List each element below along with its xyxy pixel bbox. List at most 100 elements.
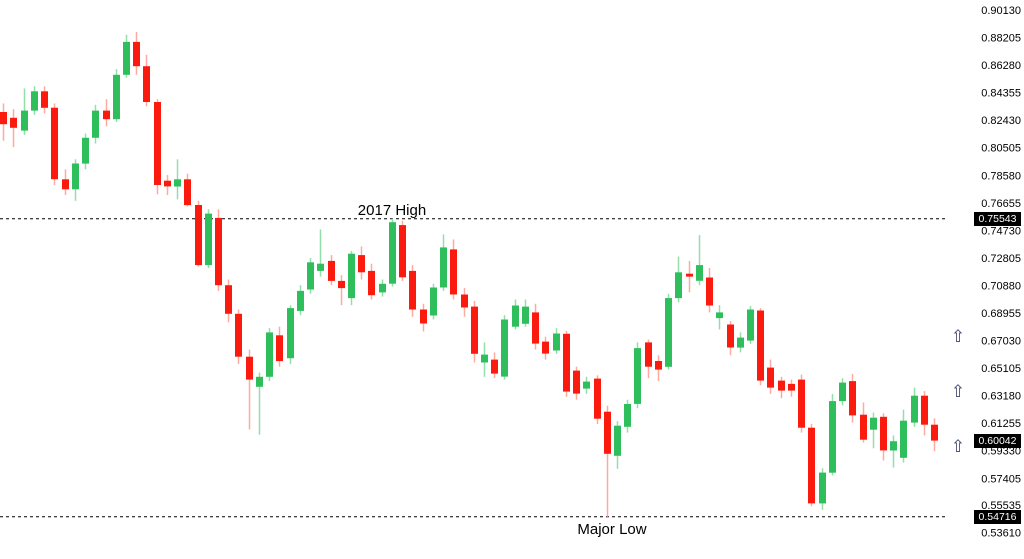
candle bbox=[184, 173, 191, 207]
candle bbox=[82, 133, 89, 170]
y-axis-tick-label: 0.82430 bbox=[981, 115, 1021, 127]
candle bbox=[624, 399, 631, 433]
candle bbox=[389, 218, 396, 287]
candle-body bbox=[634, 348, 641, 404]
candle bbox=[92, 104, 99, 144]
candle bbox=[921, 391, 928, 436]
candle-body bbox=[870, 417, 877, 430]
candle bbox=[51, 103, 58, 185]
candle bbox=[113, 69, 120, 122]
candle-body bbox=[123, 41, 130, 75]
y-axis-tick-label: 0.68955 bbox=[981, 308, 1021, 320]
candle-body bbox=[594, 378, 601, 419]
candle bbox=[21, 88, 28, 135]
candle bbox=[471, 300, 478, 363]
candle bbox=[614, 421, 621, 469]
candle-body bbox=[389, 222, 396, 284]
y-axis-tick-label: 0.70880 bbox=[981, 281, 1021, 293]
candle-body bbox=[143, 66, 150, 102]
candle-body bbox=[880, 416, 887, 451]
candle bbox=[808, 424, 815, 507]
annotation-2017-high: 2017 High bbox=[357, 202, 427, 219]
candle bbox=[317, 229, 324, 277]
candle bbox=[870, 412, 877, 449]
candle bbox=[911, 387, 918, 427]
candle-body bbox=[92, 110, 99, 138]
candle-body bbox=[655, 361, 662, 370]
candle-body bbox=[246, 356, 253, 380]
candle-body bbox=[512, 305, 519, 327]
candle bbox=[409, 265, 416, 317]
candle-body bbox=[471, 306, 478, 354]
candle bbox=[62, 169, 69, 195]
candle-body bbox=[215, 217, 222, 286]
candle-body bbox=[21, 110, 28, 131]
candle-body bbox=[348, 253, 355, 299]
candle bbox=[778, 376, 785, 399]
candle-body bbox=[890, 441, 897, 451]
candle bbox=[195, 200, 202, 267]
candle bbox=[849, 373, 856, 423]
candle bbox=[123, 34, 130, 78]
candle-body bbox=[727, 324, 734, 348]
candle bbox=[880, 413, 887, 461]
candle-body bbox=[174, 179, 181, 187]
price-tag-2017-high: 0.75543 bbox=[974, 212, 1021, 226]
candle bbox=[747, 305, 754, 344]
candle bbox=[767, 359, 774, 394]
candle bbox=[174, 159, 181, 200]
candle bbox=[328, 255, 335, 286]
candle-body bbox=[839, 382, 846, 402]
y-axis-tick-label: 0.84355 bbox=[981, 88, 1021, 100]
candle-body bbox=[399, 225, 406, 278]
candle-body bbox=[860, 414, 867, 440]
candle bbox=[235, 309, 242, 364]
candle-body bbox=[767, 367, 774, 388]
candle bbox=[553, 328, 560, 354]
candle-body bbox=[778, 380, 785, 391]
candle-body bbox=[461, 294, 468, 308]
candle bbox=[420, 303, 427, 332]
candle bbox=[450, 239, 457, 300]
candle bbox=[542, 336, 549, 360]
candle bbox=[900, 409, 907, 463]
candle-body bbox=[829, 401, 836, 473]
candle-body bbox=[522, 306, 529, 324]
candle bbox=[819, 468, 826, 510]
candle bbox=[686, 260, 693, 293]
candle-body bbox=[450, 249, 457, 295]
candle bbox=[143, 54, 150, 107]
candle-body bbox=[563, 333, 570, 392]
candle-body bbox=[819, 472, 826, 504]
up-arrow-icon: ⇧ bbox=[950, 437, 966, 457]
candle-body bbox=[716, 312, 723, 319]
candle bbox=[594, 375, 601, 424]
y-axis-tick-label: 0.90130 bbox=[981, 5, 1021, 17]
y-axis-tick-label: 0.55535 bbox=[981, 500, 1021, 512]
candle-body bbox=[338, 280, 345, 289]
candle-body bbox=[409, 270, 416, 310]
candle bbox=[860, 402, 867, 443]
up-arrow-icon: ⇧ bbox=[950, 382, 966, 402]
candle bbox=[358, 246, 365, 280]
candle bbox=[491, 352, 498, 379]
candle-body bbox=[317, 263, 324, 271]
candle bbox=[573, 366, 580, 400]
candle-body bbox=[501, 319, 508, 377]
candle-body bbox=[553, 333, 560, 351]
candle bbox=[31, 86, 38, 115]
candle bbox=[10, 109, 17, 148]
candle-body bbox=[287, 308, 294, 359]
candle-body bbox=[256, 376, 263, 387]
up-arrow-icon: ⇧ bbox=[950, 327, 966, 347]
candle bbox=[461, 288, 468, 317]
candle bbox=[430, 283, 437, 320]
candle-body bbox=[72, 163, 79, 190]
candle-body bbox=[10, 117, 17, 128]
candle bbox=[103, 99, 110, 127]
candle bbox=[829, 393, 836, 476]
candle bbox=[696, 235, 703, 286]
candle-body bbox=[573, 370, 580, 394]
y-axis-tick-label: 0.53610 bbox=[981, 528, 1021, 540]
candle-body bbox=[62, 179, 69, 190]
